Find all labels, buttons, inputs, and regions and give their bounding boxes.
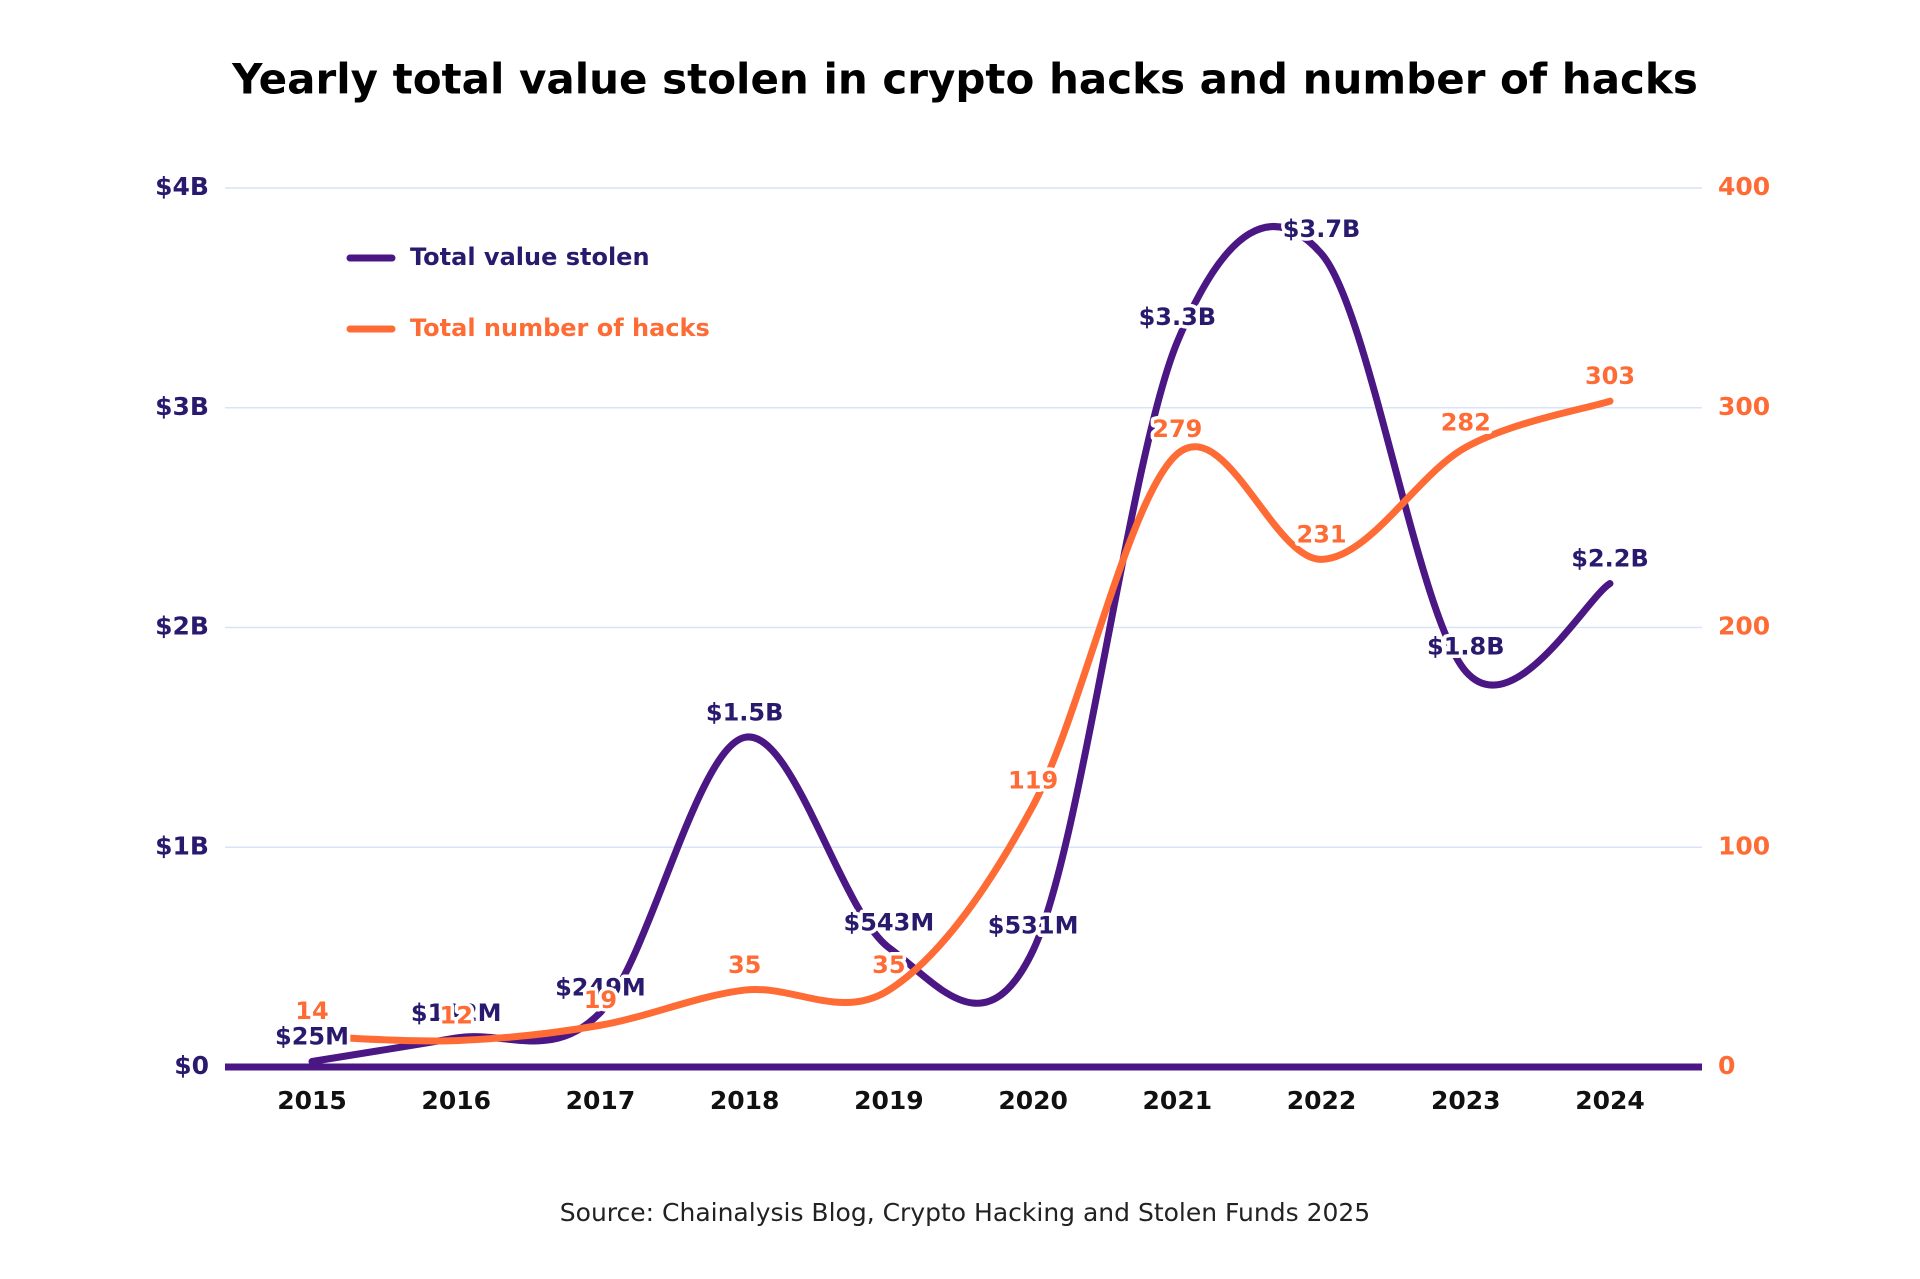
data-label: $132M (411, 999, 502, 1027)
legend-label: Total number of hacks (410, 314, 710, 342)
x-tick-label: 2016 (421, 1086, 491, 1115)
legend-label: Total value stolen (410, 243, 650, 271)
x-tick-label: 2021 (1143, 1086, 1213, 1115)
line (308, 223, 1614, 1066)
source-note: Source: Chainalysis Blog, Crypto Hacking… (560, 1198, 1370, 1227)
data-label: 14 (295, 997, 328, 1025)
y2-tick-label: 300 (1718, 392, 1770, 421)
data-label: $2.2B (1571, 545, 1649, 573)
data-label: $1.8B (1427, 632, 1505, 660)
data-label: 303 (1585, 362, 1635, 390)
data-label: 12 (440, 1002, 473, 1030)
data-label: 19 (584, 986, 617, 1014)
data-label: $1.5B (706, 698, 784, 726)
data-label: 119 (1008, 766, 1058, 794)
y-tick-label: $0 (174, 1051, 209, 1080)
data-label: $3.7B (1283, 215, 1361, 243)
x-tick-label: 2020 (998, 1086, 1068, 1115)
x-tick-label: 2019 (854, 1086, 924, 1115)
x-tick-label: 2024 (1575, 1086, 1645, 1115)
chart-title: Yearly total value stolen in crypto hack… (231, 55, 1698, 104)
x-tick-label: 2015 (277, 1086, 347, 1115)
data-label: $543M (844, 909, 935, 937)
y-tick-label: $1B (155, 831, 209, 860)
y2-tick-label: 400 (1718, 172, 1770, 201)
y-tick-label: $2B (155, 612, 209, 641)
x-tick-label: 2017 (566, 1086, 636, 1115)
data-label: 231 (1297, 520, 1347, 548)
x-tick-label: 2022 (1287, 1086, 1357, 1115)
data-label: $531M (988, 911, 1079, 939)
y2-tick-label: 0 (1718, 1051, 1735, 1080)
data-label: $25M (275, 1023, 349, 1051)
data-label: 282 (1441, 408, 1491, 436)
y2-tick-label: 200 (1718, 612, 1770, 641)
data-label: 279 (1152, 415, 1202, 443)
data-label: $249M (555, 973, 646, 1001)
data-label: 35 (728, 951, 761, 979)
data-label: $3.3B (1139, 303, 1217, 331)
y-tick-label: $3B (155, 392, 209, 421)
y2-tick-label: 100 (1718, 831, 1770, 860)
data-label: 35 (872, 951, 905, 979)
line (308, 397, 1614, 1045)
y-tick-label: $4B (155, 172, 209, 201)
x-tick-label: 2023 (1431, 1086, 1501, 1115)
x-tick-label: 2018 (710, 1086, 780, 1115)
